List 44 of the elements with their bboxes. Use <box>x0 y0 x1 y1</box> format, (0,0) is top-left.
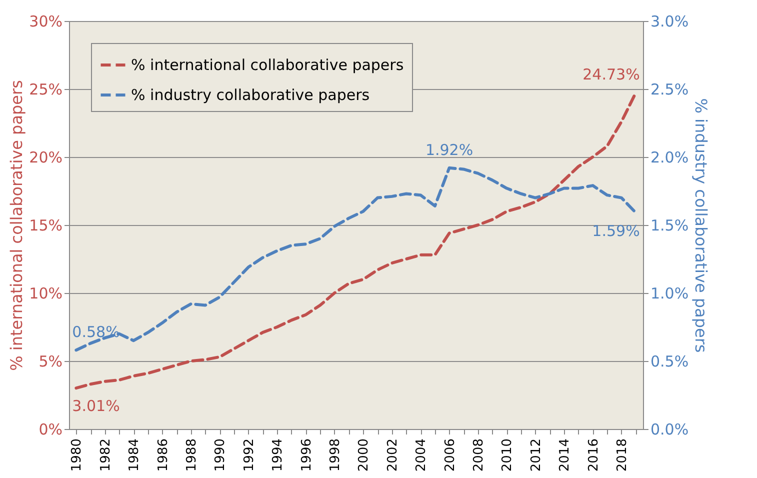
x-tick-label: 1986 <box>156 438 171 472</box>
y-axis-title: % international collaborative papers <box>7 80 26 371</box>
y2-tick-label: 1.5% <box>650 216 689 234</box>
y-tick-label: 20% <box>29 148 62 166</box>
x-tick-label: 2012 <box>528 438 544 472</box>
x-tick-label: 2002 <box>385 438 400 472</box>
data-label: 0.58% <box>72 323 120 342</box>
x-tick-label: 2018 <box>614 438 630 472</box>
x-tick-label: 2010 <box>500 438 516 472</box>
x-tick-label: 2014 <box>558 438 573 472</box>
data-label: 24.73% <box>582 66 640 84</box>
y-tick-label: 30% <box>29 12 62 30</box>
x-tick-label: 1980 <box>70 438 85 472</box>
y2-tick-label: 0.5% <box>650 352 689 370</box>
legend-label: % industry collaborative papers <box>131 86 370 104</box>
data-label: 3.01% <box>72 397 120 416</box>
x-tick-label: 1990 <box>213 438 228 472</box>
data-label: 1.92% <box>425 140 474 159</box>
x-tick-label: 1992 <box>242 438 257 472</box>
x-tick-label: 2008 <box>471 438 486 472</box>
x-tick-label: 1988 <box>184 438 200 472</box>
y-tick-label: 0% <box>38 420 62 438</box>
x-tick-label: 1998 <box>328 438 343 472</box>
x-tick-label: 2016 <box>586 438 602 472</box>
x-tick-label: 1994 <box>270 438 286 472</box>
x-tick-label: 2004 <box>414 438 430 472</box>
y2-tick-label: 1.0% <box>650 284 689 302</box>
x-tick-label: 2006 <box>442 438 458 472</box>
y-tick-label: 5% <box>38 352 62 370</box>
x-tick-label: 1996 <box>299 438 314 472</box>
x-tick-label: 1982 <box>98 438 114 472</box>
data-label: 1.59% <box>592 222 640 240</box>
y-tick-label: 25% <box>29 80 62 98</box>
x-tick-label: 2000 <box>356 438 372 472</box>
y2-tick-label: 2.5% <box>650 80 689 98</box>
line-series <box>74 166 638 352</box>
x-tick-label: 1984 <box>127 438 142 472</box>
y2-tick-label: 3.0% <box>650 12 689 30</box>
legend-label: % international collaborative papers <box>131 56 404 74</box>
y2-axis-title: % industry collaborative papers <box>692 98 711 353</box>
y-tick-label: 10% <box>29 284 62 302</box>
y2-tick-label: 2.0% <box>650 148 689 166</box>
y-tick-label: 15% <box>29 216 62 234</box>
y2-tick-label: 0.0% <box>650 420 689 438</box>
